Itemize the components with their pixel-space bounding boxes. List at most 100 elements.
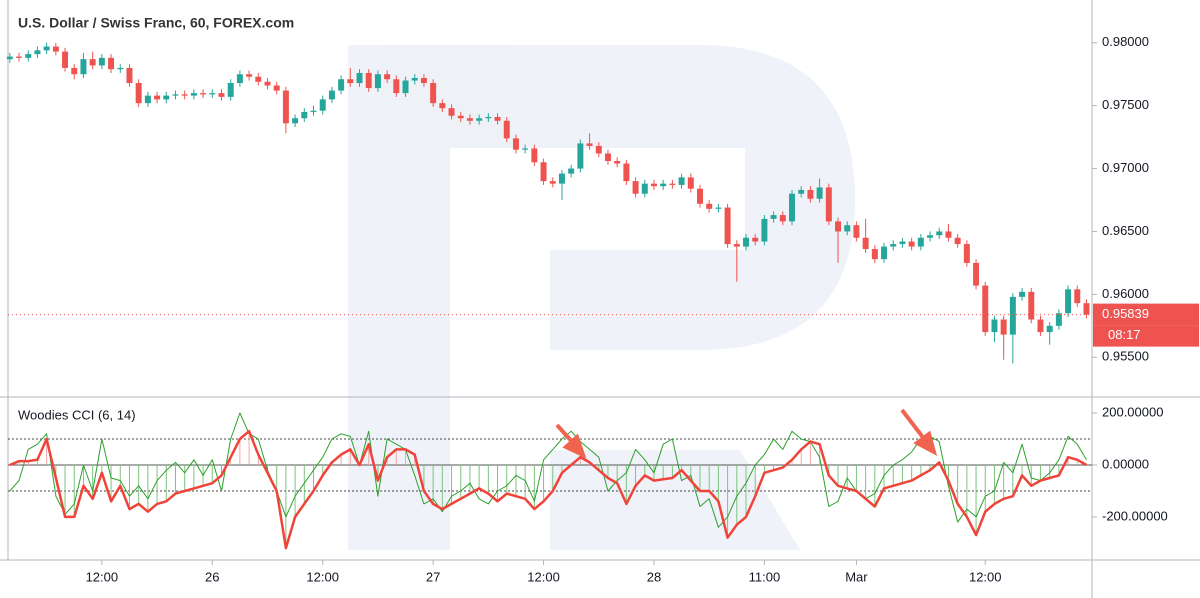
x-tick-label: 27 xyxy=(426,569,440,584)
x-tick-label: 12:00 xyxy=(306,569,339,584)
y-tick-label: 0.97000 xyxy=(1102,160,1149,175)
candle-body xyxy=(862,237,869,250)
y-tick-label: 0.96000 xyxy=(1102,286,1149,301)
candle-body xyxy=(595,145,602,154)
candle-body xyxy=(457,115,464,119)
last-price-label: 0.95839 xyxy=(1102,306,1149,321)
indicator-line xyxy=(9,412,1087,528)
candle-body xyxy=(402,80,409,94)
candle-body xyxy=(476,118,483,121)
candle-body xyxy=(733,244,740,247)
candle-body xyxy=(743,237,749,247)
last-price-tag xyxy=(1093,303,1199,326)
candle-body xyxy=(614,161,621,164)
candle-body xyxy=(89,59,96,66)
candle-body xyxy=(1028,291,1035,320)
candle-body xyxy=(650,183,657,187)
arrow-2 xyxy=(900,408,927,442)
candle-body xyxy=(1046,325,1053,333)
candle-body xyxy=(218,93,225,97)
candle-body xyxy=(255,76,262,82)
candle-body xyxy=(512,138,519,150)
candle-body xyxy=(641,183,648,194)
candle-body xyxy=(80,59,87,75)
candle-body xyxy=(1019,291,1026,297)
x-tick-label: 12:00 xyxy=(527,569,560,584)
x-tick-label: 26 xyxy=(205,569,219,584)
candle-body xyxy=(393,79,400,94)
candle-body xyxy=(825,187,832,222)
x-tick-label: 28 xyxy=(647,569,661,584)
candle-body xyxy=(779,215,786,222)
candle-body xyxy=(586,143,593,146)
candle-body xyxy=(917,237,924,247)
candle-body xyxy=(6,56,13,60)
candle-body xyxy=(356,72,363,84)
candle-body xyxy=(531,148,538,163)
candle-body xyxy=(310,110,317,112)
candle-body xyxy=(227,83,234,97)
candle-body xyxy=(540,162,547,182)
candle-body xyxy=(623,163,630,182)
watermark-stem xyxy=(348,45,450,550)
candle-body xyxy=(420,77,427,84)
candle-body xyxy=(890,244,897,247)
candle-body xyxy=(798,189,805,194)
candle-body xyxy=(1065,289,1072,314)
candle-body xyxy=(1083,303,1090,315)
candle-body xyxy=(126,67,133,84)
candle-body xyxy=(558,173,565,184)
candle-body xyxy=(108,57,115,70)
candle-body xyxy=(1009,296,1016,335)
candle-body xyxy=(135,83,142,104)
candle-body xyxy=(789,193,796,222)
y-tick-label: 0.97500 xyxy=(1102,97,1149,112)
candle-body xyxy=(568,168,575,174)
candle-body xyxy=(963,244,970,263)
candle-body xyxy=(660,183,667,187)
candle-body xyxy=(25,54,32,58)
candle-body xyxy=(503,120,510,139)
candle-body xyxy=(494,116,501,121)
candle-body xyxy=(706,203,713,209)
candle-body xyxy=(16,56,23,58)
candle-body xyxy=(899,241,906,245)
candle-body xyxy=(328,90,335,100)
candle-body xyxy=(816,187,823,199)
candle-body xyxy=(954,237,961,245)
candle-body xyxy=(273,85,280,91)
candle-body xyxy=(1055,313,1062,326)
y-tick-label: 0.00000 xyxy=(1102,456,1149,471)
candle-body xyxy=(439,103,446,109)
candle-body xyxy=(549,181,556,184)
candle-body xyxy=(632,181,639,194)
x-tick-label: 11:00 xyxy=(749,569,781,584)
candle-body xyxy=(384,74,391,80)
candle-body xyxy=(485,116,492,119)
candle-body xyxy=(715,207,722,209)
candle-body xyxy=(71,67,78,75)
candle-body xyxy=(43,46,50,51)
plot-layer: 0.98000 0.97500 0.97000 0.96500 0.96000 0.955… xyxy=(6,34,1199,584)
candle-body xyxy=(927,235,934,238)
candle-body xyxy=(881,246,888,260)
chart-title: U.S. Dollar / Swiss Franc, 60, FOREX.com xyxy=(18,15,294,31)
candle-body xyxy=(338,79,345,91)
candle-body xyxy=(678,177,685,185)
candle-body xyxy=(430,83,437,104)
y-tick-label: 0.95500 xyxy=(1102,349,1149,364)
candle-body xyxy=(1074,289,1081,304)
candle-body xyxy=(973,262,980,286)
y-tick-label: 200.00000 xyxy=(1102,404,1163,419)
candle-body xyxy=(604,153,611,162)
candle-body xyxy=(163,95,170,100)
arrow-2-head xyxy=(913,430,938,456)
x-tick-label: 12:00 xyxy=(969,569,1002,584)
candle-body xyxy=(936,231,943,236)
candle-body xyxy=(236,74,243,84)
candle-body xyxy=(522,148,529,150)
candle-body xyxy=(1037,319,1044,333)
candle-body xyxy=(62,51,69,68)
candle-body xyxy=(991,319,998,333)
